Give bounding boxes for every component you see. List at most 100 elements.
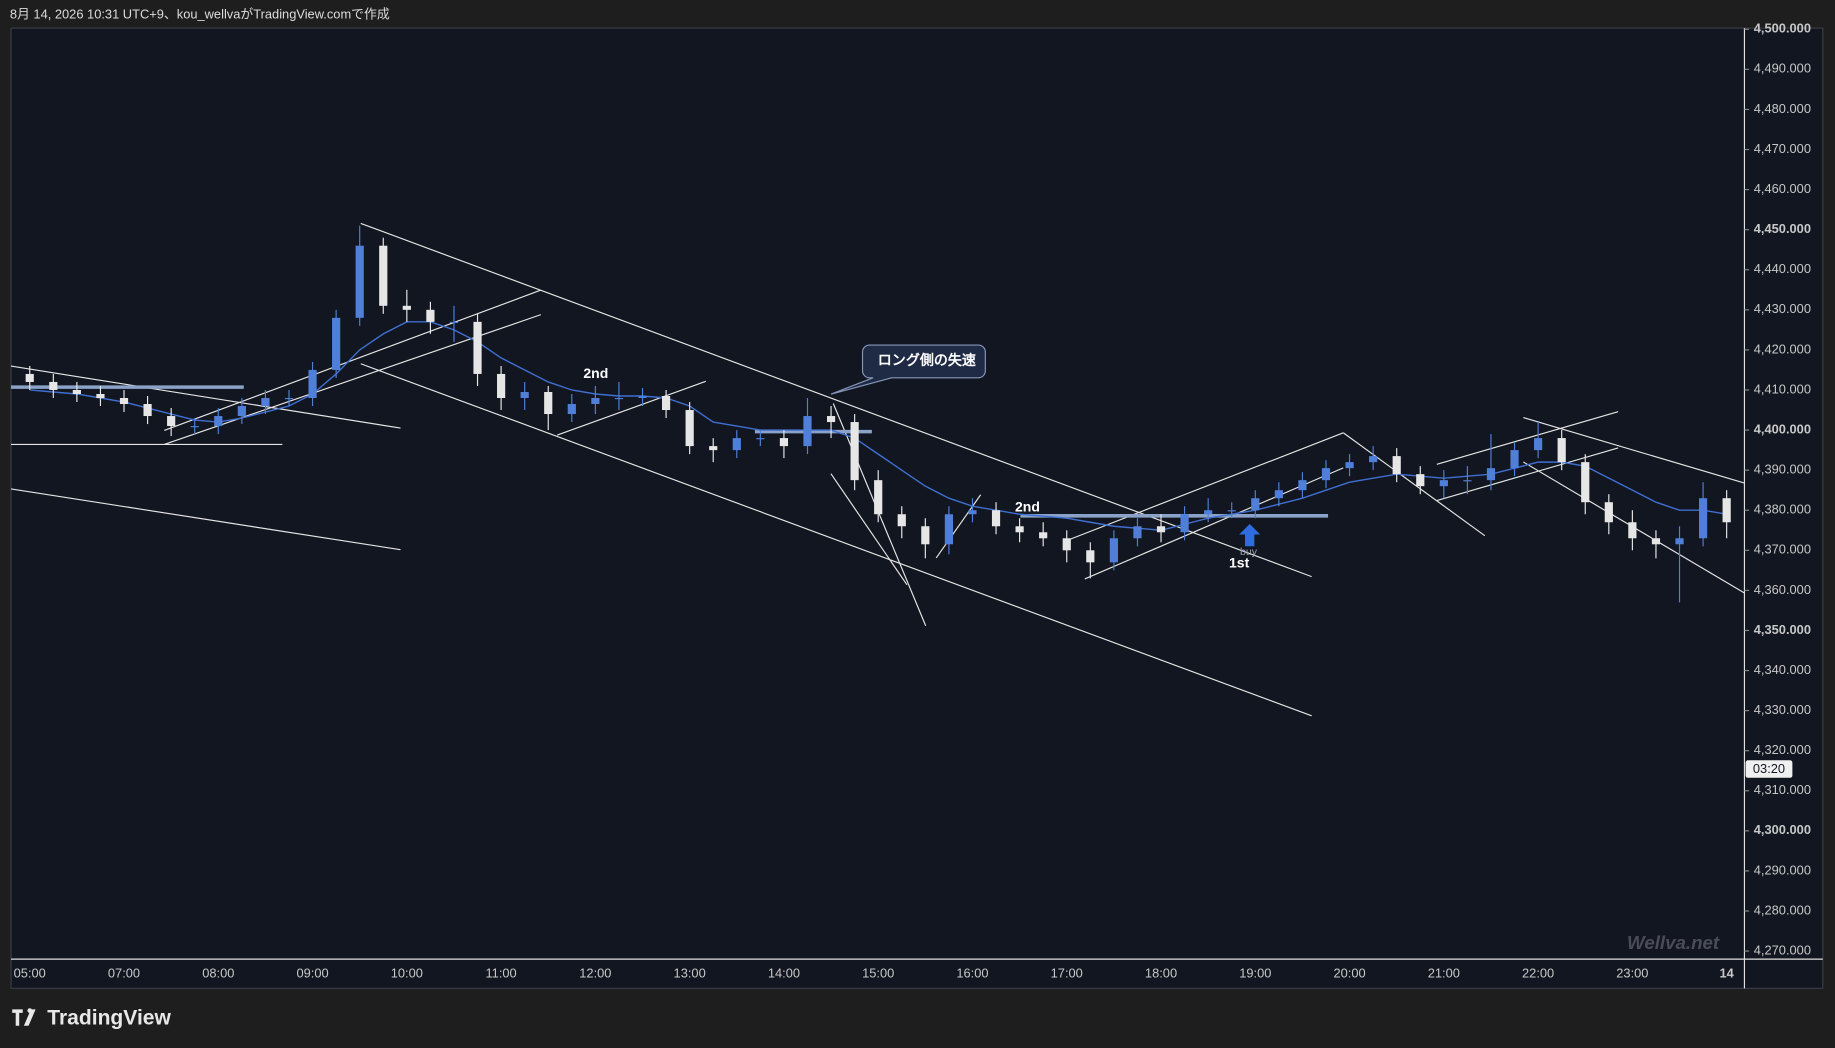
- x-tick-label: 11:00: [485, 966, 516, 981]
- y-tick-label: 4,300.000: [1754, 822, 1811, 837]
- candle-body: [803, 416, 812, 447]
- candle-body: [850, 422, 859, 481]
- candle-body: [1039, 532, 1048, 539]
- y-tick-label: 4,310.000: [1754, 782, 1811, 797]
- trendline: [1436, 411, 1619, 465]
- trendline: [10, 488, 401, 551]
- candle-body: [944, 514, 953, 545]
- brand-name: TradingView: [47, 1006, 171, 1029]
- x-tick-label: 07:00: [108, 966, 140, 981]
- candle-body: [1156, 526, 1166, 533]
- candle-body: [1510, 450, 1519, 469]
- candle-body: [756, 438, 765, 440]
- brand-logo: [12, 1008, 36, 1026]
- candle-body: [1321, 468, 1331, 481]
- candle-body: [355, 245, 364, 318]
- candle-body: [1486, 468, 1496, 481]
- candle-body: [1298, 480, 1307, 491]
- y-tick-label: 4,480.000: [1754, 101, 1811, 116]
- x-tick-label: 09:00: [296, 966, 328, 981]
- candle-body: [1628, 522, 1637, 539]
- trendline: [832, 403, 927, 626]
- x-tick-label: 19:00: [1239, 966, 1271, 981]
- x-tick-label: 05:00: [14, 966, 46, 981]
- buy-label: buy: [1240, 546, 1258, 558]
- y-tick-label: 4,490.000: [1754, 61, 1811, 76]
- candle-body: [1369, 456, 1378, 463]
- candle-body: [1204, 510, 1213, 515]
- candle-body: [1251, 498, 1260, 511]
- candle-body: [520, 391, 529, 399]
- candle-body: [968, 510, 977, 515]
- trendline: [1523, 417, 1745, 484]
- y-tick-label: 4,460.000: [1754, 181, 1811, 196]
- candle-body: [1345, 462, 1354, 469]
- countdown-box: [1745, 760, 1793, 778]
- trendline: [1342, 432, 1486, 537]
- x-tick-label: 20:00: [1333, 966, 1365, 981]
- y-tick-label: 4,290.000: [1754, 862, 1811, 877]
- countdown: 03:20: [1753, 761, 1785, 776]
- candle-body: [1015, 526, 1024, 533]
- y-tick-label: 4,350.000: [1754, 622, 1811, 637]
- watermark: Wellva.net: [1627, 932, 1720, 953]
- x-tick-label: 14: [1720, 966, 1735, 981]
- candle-body: [544, 391, 553, 415]
- x-tick-label: 16:00: [956, 966, 988, 981]
- candle-body: [897, 514, 906, 527]
- candle-body: [709, 446, 718, 451]
- candle-body: [473, 321, 482, 374]
- y-tick-label: 4,420.000: [1754, 341, 1811, 356]
- candle-body: [237, 406, 246, 417]
- candle-body: [426, 309, 435, 322]
- header: 8月 14, 2026 10:31 UTC+9、kou_wellvaがTradi…: [10, 7, 390, 22]
- candle-body: [1392, 456, 1401, 475]
- candle-body: [732, 438, 741, 451]
- candle-body: [779, 438, 789, 447]
- x-tick-label: 15:00: [862, 966, 894, 981]
- candle-body: [1180, 514, 1189, 533]
- candle-body: [1557, 438, 1566, 463]
- candle-body: [1698, 498, 1708, 539]
- trendline: [10, 365, 401, 429]
- candle-body: [1439, 480, 1448, 487]
- candle-body: [261, 398, 270, 407]
- y-tick-label: 4,320.000: [1754, 742, 1811, 757]
- candle-body: [567, 404, 576, 415]
- candle-body: [1604, 502, 1613, 523]
- candle-body: [96, 393, 105, 399]
- candle-body: [874, 480, 883, 515]
- candle-body: [332, 317, 341, 370]
- y-tick-label: 4,430.000: [1754, 301, 1811, 316]
- annotation: 2nd: [583, 365, 608, 381]
- buy-arrow: [1239, 524, 1261, 547]
- brand: TradingView: [12, 1006, 172, 1029]
- candle-body: [638, 395, 647, 399]
- candle-body: [614, 398, 624, 400]
- candle-body: [308, 369, 317, 399]
- candle-body: [1675, 538, 1684, 545]
- x-tick-label: 14:00: [768, 966, 800, 981]
- candle-body: [1062, 538, 1071, 551]
- y-tick-label: 4,340.000: [1754, 662, 1811, 677]
- candle-body: [119, 398, 129, 405]
- candle-body: [72, 389, 81, 394]
- candle-body: [449, 321, 459, 324]
- x-tick-label: 21:00: [1428, 966, 1460, 981]
- annotation: 2nd: [1015, 498, 1040, 514]
- candle-body: [167, 416, 176, 427]
- y-tick-label: 4,280.000: [1754, 902, 1811, 917]
- candle-body: [143, 404, 152, 417]
- candle-body: [826, 416, 836, 423]
- trendline: [164, 289, 542, 431]
- candle-body: [1109, 538, 1118, 563]
- x-tick-label: 18:00: [1145, 966, 1177, 981]
- candle-body: [1274, 490, 1283, 499]
- candle-body: [685, 410, 694, 447]
- chart-pane: [10, 27, 1824, 989]
- y-tick-label: 4,270.000: [1754, 942, 1811, 957]
- candle-body: [1534, 438, 1543, 451]
- candle-body: [1581, 462, 1590, 503]
